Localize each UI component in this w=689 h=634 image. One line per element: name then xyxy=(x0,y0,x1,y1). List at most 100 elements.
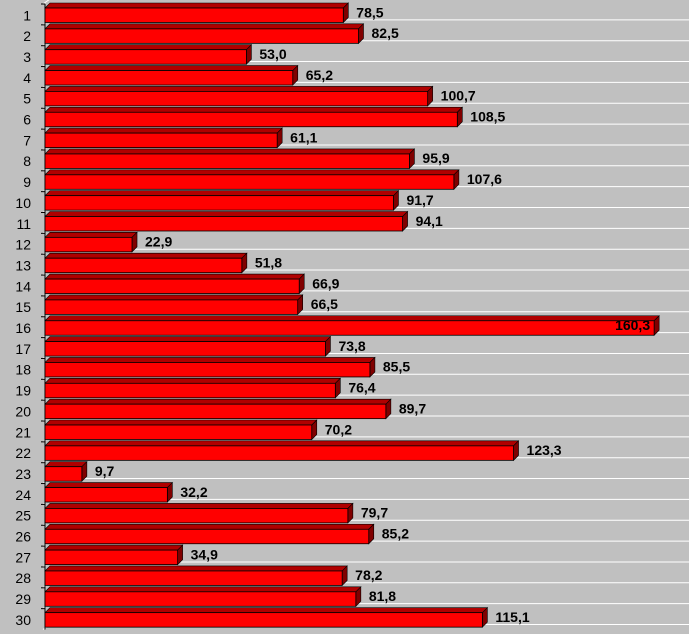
bar xyxy=(44,111,458,128)
category-label: 10 xyxy=(15,195,31,211)
value-label: 32,2 xyxy=(180,484,207,500)
value-label: 66,9 xyxy=(312,275,339,291)
category-label: 14 xyxy=(15,278,31,294)
bar xyxy=(44,70,294,86)
category-label: 24 xyxy=(15,487,31,503)
bar xyxy=(44,424,313,440)
bar-top-face xyxy=(44,336,332,342)
value-label: 73,8 xyxy=(338,338,365,354)
bar-top-face xyxy=(44,294,304,301)
category-label: 27 xyxy=(15,549,31,565)
bar-top-face xyxy=(44,65,299,71)
bar-top-face xyxy=(44,482,174,488)
category-label: 9 xyxy=(23,174,31,190)
category-label: 18 xyxy=(15,362,31,378)
value-label: 100,7 xyxy=(441,88,476,104)
bar xyxy=(44,403,387,420)
value-label: 66,5 xyxy=(311,296,338,312)
bar-top-face xyxy=(44,211,409,217)
bar-top-face xyxy=(44,106,464,113)
bar-top-face xyxy=(44,607,489,613)
value-label: 61,1 xyxy=(290,129,317,145)
value-label: 123,3 xyxy=(527,442,562,458)
bar xyxy=(44,591,357,607)
bar xyxy=(44,236,133,253)
bar-top-face xyxy=(44,586,362,593)
value-label: 70,2 xyxy=(325,421,352,437)
value-label: 22,9 xyxy=(145,234,172,250)
bar-top-face xyxy=(44,377,342,384)
bar xyxy=(44,132,278,149)
value-label: 78,5 xyxy=(356,4,383,20)
bar xyxy=(44,91,429,107)
value-label: 85,5 xyxy=(383,359,410,375)
category-label: 2 xyxy=(23,28,31,44)
category-label: 30 xyxy=(15,612,31,628)
category-label: 7 xyxy=(23,132,31,148)
bar xyxy=(44,487,168,503)
category-label: 16 xyxy=(15,320,31,336)
bar-top-face xyxy=(44,44,253,51)
category-label: 28 xyxy=(15,570,31,586)
value-label: 107,6 xyxy=(467,171,502,187)
bar-top-face xyxy=(44,398,392,405)
bar xyxy=(44,445,514,461)
bar-top-face xyxy=(44,419,318,426)
bars xyxy=(44,2,660,628)
value-label: 34,9 xyxy=(191,546,218,562)
category-label: 15 xyxy=(15,299,31,315)
category-label: 6 xyxy=(23,112,31,128)
bar-top-face xyxy=(44,232,138,238)
value-label: 51,8 xyxy=(255,254,282,270)
bar xyxy=(44,153,410,169)
bar-top-face xyxy=(44,544,184,551)
bar-top-face xyxy=(44,190,400,196)
bar xyxy=(44,382,336,399)
value-label: 89,7 xyxy=(399,400,426,416)
bar-top-face xyxy=(44,461,88,468)
bar-top-face xyxy=(44,127,283,134)
category-label: 29 xyxy=(15,591,31,607)
bar xyxy=(44,7,344,23)
value-label: 76,4 xyxy=(348,380,375,396)
bar xyxy=(44,195,394,211)
bar xyxy=(44,216,403,232)
value-label: 9,7 xyxy=(95,463,115,479)
bar-top-face xyxy=(44,357,376,363)
value-label: 53,0 xyxy=(259,46,286,62)
bar xyxy=(44,320,655,336)
bar-top-face xyxy=(44,523,375,530)
value-label: 81,8 xyxy=(369,588,396,604)
labels: 1 78,52 82,53 53,04 65,25 100,76 108,57 61,18 95… xyxy=(15,4,650,628)
bar-top-face xyxy=(44,169,460,176)
value-label: 85,2 xyxy=(382,526,409,542)
bar xyxy=(44,28,359,44)
bar xyxy=(44,362,371,378)
value-label: 94,1 xyxy=(416,213,443,229)
value-label: 108,5 xyxy=(470,109,505,125)
bar xyxy=(44,612,483,628)
category-label: 23 xyxy=(15,466,31,482)
bar xyxy=(44,549,179,565)
category-label: 11 xyxy=(16,216,31,232)
category-label: 26 xyxy=(15,529,31,545)
bar xyxy=(44,278,300,294)
category-label: 13 xyxy=(15,257,31,273)
value-label: 115,1 xyxy=(495,609,529,625)
bar-top-face xyxy=(44,440,520,447)
bar-top-face xyxy=(44,565,348,572)
category-label: 17 xyxy=(15,341,31,357)
value-label: 65,2 xyxy=(306,67,333,83)
category-label: 19 xyxy=(15,383,31,399)
value-label: 79,7 xyxy=(361,505,388,521)
category-label: 25 xyxy=(15,508,31,524)
category-axis xyxy=(41,3,46,630)
category-label: 12 xyxy=(15,237,31,253)
bar-top-face xyxy=(44,503,354,509)
bar-top-face xyxy=(44,148,416,155)
category-label: 21 xyxy=(15,424,31,440)
value-label: 95,9 xyxy=(422,150,449,166)
bar xyxy=(44,466,83,482)
value-label: 160,3 xyxy=(615,317,650,333)
